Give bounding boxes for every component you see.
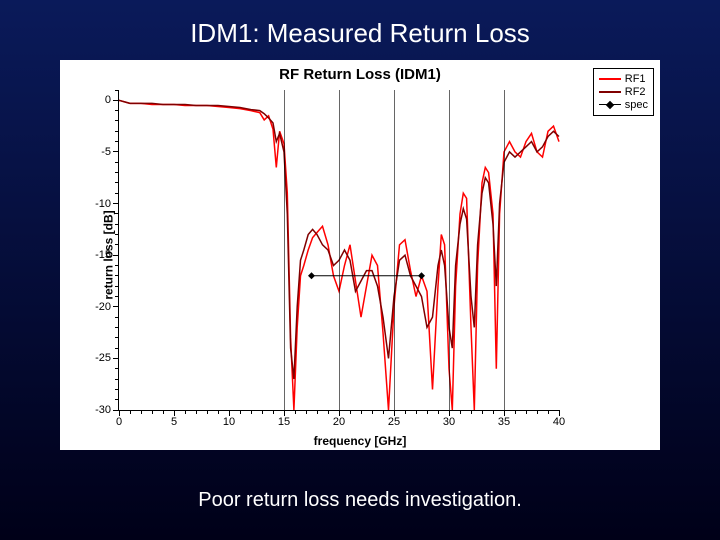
- y-tick-label: -15: [95, 249, 119, 261]
- legend-label: spec: [625, 99, 648, 111]
- legend-swatch-rf1: [599, 78, 621, 80]
- slide-caption: Poor return loss needs investigation.: [0, 489, 720, 512]
- x-tick-label: 20: [333, 410, 345, 428]
- chart-panel: RF Return Loss (IDM1) return loss [dB] f…: [60, 60, 660, 450]
- y-tick-label: -10: [95, 198, 119, 210]
- y-tick-label: -25: [95, 352, 119, 364]
- slide: IDM1: Measured Return Loss RF Return Los…: [0, 0, 720, 540]
- legend: RF1 RF2 spec: [593, 68, 654, 116]
- legend-item-spec: spec: [599, 99, 648, 111]
- legend-label: RF1: [625, 73, 646, 85]
- spec-marker: [418, 272, 425, 279]
- x-tick-label: 15: [278, 410, 290, 428]
- legend-swatch-rf2: [599, 91, 621, 93]
- chart-title: RF Return Loss (IDM1): [60, 66, 660, 83]
- diamond-marker-icon: [599, 99, 621, 111]
- legend-item-rf2: RF2: [599, 86, 648, 98]
- legend-label: RF2: [625, 86, 646, 98]
- x-axis-label: frequency [GHz]: [60, 434, 660, 448]
- x-tick-label: 5: [171, 410, 177, 428]
- x-tick-label: 0: [116, 410, 122, 428]
- x-tick-label: 35: [498, 410, 510, 428]
- x-tick-label: 40: [553, 410, 565, 428]
- plot-area: 0-5-10-15-20-25-300510152025303540: [118, 90, 559, 411]
- legend-item-rf1: RF1: [599, 73, 648, 85]
- spec-marker: [308, 272, 315, 279]
- y-tick-label: -20: [95, 301, 119, 313]
- y-tick-label: 0: [105, 94, 119, 106]
- x-tick-label: 30: [443, 410, 455, 428]
- x-tick-label: 25: [388, 410, 400, 428]
- slide-title: IDM1: Measured Return Loss: [0, 18, 720, 49]
- y-tick-label: -5: [101, 146, 119, 158]
- x-tick-label: 10: [223, 410, 235, 428]
